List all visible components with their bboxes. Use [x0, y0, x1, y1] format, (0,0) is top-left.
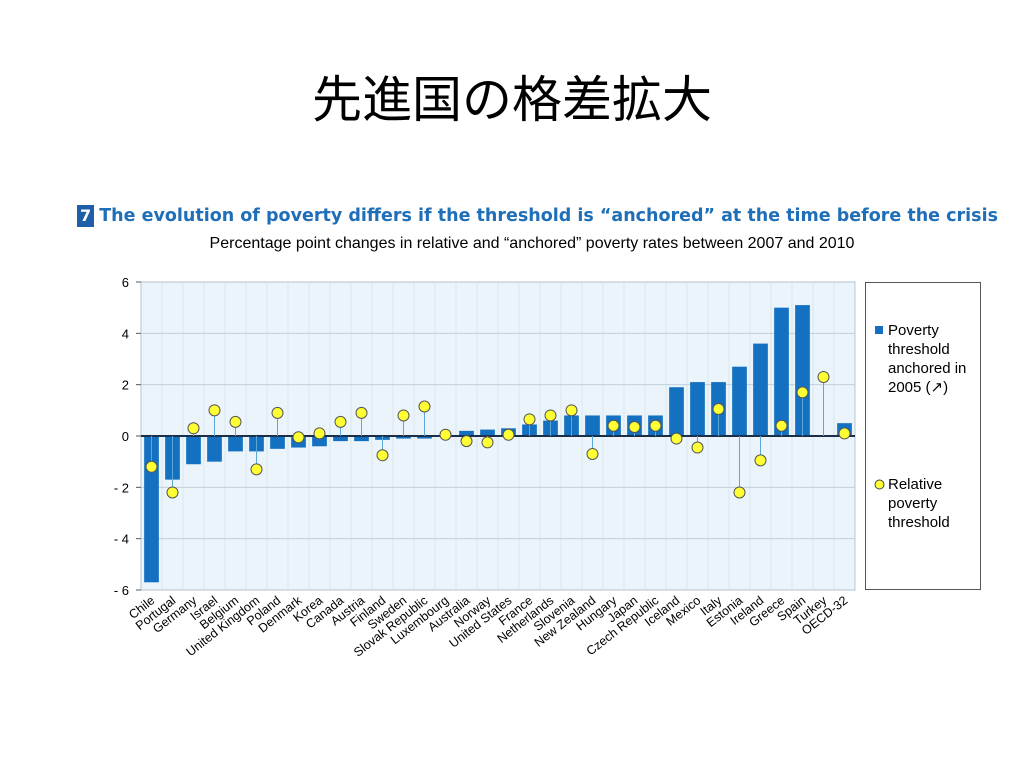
figure-number: 7 [77, 205, 95, 227]
y-axis-ticks: 6 4 2 0 - 2 - 4 - 6 [114, 275, 141, 598]
legend-square-icon [875, 326, 883, 334]
bar [228, 436, 243, 452]
marker-point [565, 404, 578, 417]
chart-legend: Poverty threshold anchored in 2005 (↗) R… [865, 282, 981, 590]
marker-point [208, 404, 221, 417]
marker-point [838, 427, 851, 440]
y-tick-label: - 2 [114, 480, 129, 495]
bar [690, 382, 705, 436]
figure-header: 7 The evolution of poverty differs if th… [77, 205, 1007, 227]
y-tick-label: 0 [122, 429, 129, 444]
y-tick-label: 2 [122, 378, 129, 393]
marker-point [670, 432, 683, 445]
marker-point [145, 460, 158, 473]
marker-series [145, 370, 851, 499]
marker-point [271, 406, 284, 419]
legend-label-anchored: Poverty threshold anchored in 2005 (↗) [888, 322, 967, 396]
marker-point [691, 441, 704, 454]
marker-point [481, 436, 494, 449]
marker-point [712, 403, 725, 416]
bar [270, 436, 285, 449]
marker-point [250, 463, 263, 476]
figure-title: The evolution of poverty differs if the … [99, 206, 998, 226]
bar [207, 436, 222, 462]
bar [312, 436, 327, 447]
bar [144, 436, 159, 583]
bar [417, 436, 432, 439]
bar [186, 436, 201, 465]
slide-title: 先進国の格差拡大 [312, 71, 712, 129]
marker-point [586, 447, 599, 460]
y-tick-label: 4 [122, 326, 129, 341]
bar [396, 436, 411, 439]
marker-point [754, 454, 767, 467]
bar [459, 430, 474, 436]
marker-point [187, 422, 200, 435]
marker-point [523, 413, 536, 426]
y-tick-label: 6 [122, 275, 129, 290]
marker-point [775, 419, 788, 432]
marker-point [439, 428, 452, 441]
marker-point [607, 419, 620, 432]
marker-point [418, 400, 431, 413]
x-axis-labels: ChilePortugalGermanyIsraelBelgiumUnited … [126, 593, 850, 660]
legend-circle-icon [874, 479, 885, 490]
marker-point [313, 427, 326, 440]
bar [774, 307, 789, 436]
bar [669, 387, 684, 436]
marker-point [397, 409, 410, 422]
y-tick-label: - 4 [114, 532, 129, 547]
bar [732, 366, 747, 436]
marker-point [376, 449, 389, 462]
marker-point [817, 370, 830, 383]
figure-subtitle: Percentage point changes in relative and… [209, 235, 855, 252]
legend-label-relative: Relative poverty threshold [888, 476, 950, 531]
marker-point [796, 386, 809, 399]
bar [753, 343, 768, 436]
marker-point [502, 428, 515, 441]
marker-point [334, 415, 347, 428]
bar [333, 436, 348, 442]
marker-point [460, 435, 473, 448]
marker-point [733, 486, 746, 499]
y-tick-label: - 6 [114, 583, 129, 598]
marker-point [544, 409, 557, 422]
bar [354, 436, 369, 442]
marker-point [628, 421, 641, 434]
marker-point [355, 406, 368, 419]
marker-point [229, 415, 242, 428]
bar [585, 415, 600, 436]
marker-point [166, 486, 179, 499]
marker-point [292, 431, 305, 444]
bar [480, 429, 495, 436]
marker-point [649, 419, 662, 432]
bar [795, 305, 810, 436]
